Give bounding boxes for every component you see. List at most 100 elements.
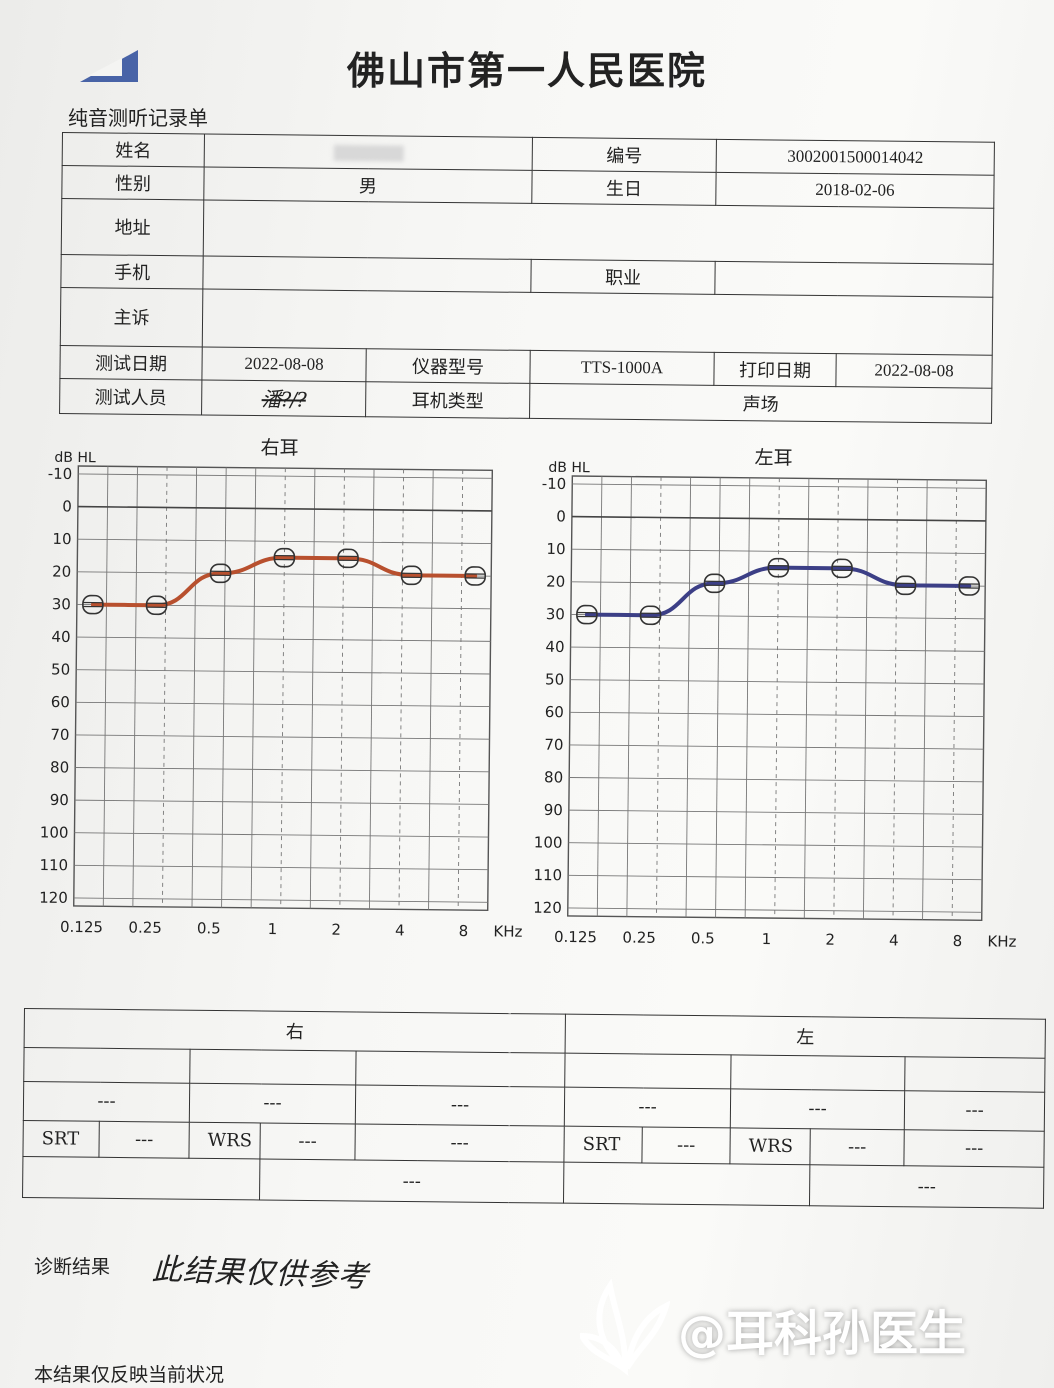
- soundfield-marker: [767, 557, 790, 578]
- x-tick-label: 0.25: [622, 929, 656, 947]
- hospital-name: 佛山市第一人民医院: [346, 49, 707, 93]
- print-date-label: 打印日期: [713, 352, 837, 387]
- h-gridline: [571, 548, 986, 554]
- v-gridline: [161, 466, 168, 907]
- y-tick-label: 10: [546, 540, 565, 558]
- soundfield-marker: [464, 566, 487, 586]
- birth-value: 2018-02-06: [715, 172, 995, 209]
- soundfield-marker: [576, 604, 598, 625]
- v-gridline: [685, 477, 692, 918]
- y-tick-label: -10: [542, 475, 567, 493]
- y-tick-label: 30: [546, 605, 565, 623]
- sex-label: 性别: [61, 165, 205, 201]
- left-ear-audiogram: -10 0 10 20 30 40 50 60 70 80 90 100 110 120 0.125 0.25…: [533, 447, 1017, 951]
- x-tick-label: 0.125: [554, 928, 597, 946]
- right-cell-c: [355, 1050, 566, 1088]
- right-bottom-b: ---: [259, 1159, 565, 1204]
- x-tick-label: 4: [395, 921, 405, 939]
- phone-label: 手机: [60, 254, 204, 289]
- soundfield-marker: [400, 565, 423, 586]
- soundfield-marker: [703, 573, 726, 594]
- device-label: 仪器型号: [365, 348, 531, 384]
- v-gridline: [428, 469, 434, 910]
- y-tick-label: 120: [39, 889, 68, 907]
- right-value-a: ---: [23, 1081, 190, 1123]
- y-tick-label: 60: [545, 703, 564, 721]
- diagnosis-label: 诊断结果: [34, 1256, 111, 1278]
- y-tick-label: 0: [556, 507, 566, 525]
- left-cell-b: [730, 1054, 906, 1091]
- h-gridline: [75, 767, 490, 773]
- address-label: 地址: [61, 198, 204, 256]
- soundfield-marker: [82, 594, 104, 615]
- y-tick-label: 100: [40, 823, 69, 841]
- v-gridline: [457, 470, 464, 910]
- v-gridline: [892, 479, 899, 920]
- right-value-b: ---: [189, 1083, 356, 1124]
- id-label: 编号: [532, 137, 717, 173]
- test-date-label: 测试日期: [59, 345, 203, 380]
- soundfield-marker: [639, 605, 662, 626]
- y-tick-label: 20: [52, 563, 71, 581]
- left-bottom-a: [563, 1162, 810, 1206]
- right-value-c: ---: [355, 1085, 565, 1126]
- chart-title: 右耳: [260, 437, 298, 459]
- y-tick-label: 70: [50, 726, 69, 744]
- tester-label: 测试人员: [59, 378, 202, 415]
- marker-box: [464, 566, 487, 586]
- marker-box: [831, 558, 853, 579]
- complaint-label: 主诉: [60, 287, 203, 347]
- marker-box: [273, 547, 296, 568]
- threshold-line: [90, 555, 478, 608]
- x-tick-label: 0.125: [60, 918, 103, 936]
- v-gridline: [221, 467, 227, 908]
- h-gridline: [74, 799, 489, 805]
- h-gridline: [568, 809, 983, 815]
- left-value-b: ---: [730, 1089, 905, 1130]
- address-value: [203, 200, 994, 265]
- chart-plot-group: -10 0 10 20 30 40 50 60 70 80 90 100 110 120 0.125 0.25…: [533, 447, 1017, 951]
- y-axis-label: dB HL: [54, 450, 96, 466]
- v-gridline: [368, 469, 375, 910]
- y-tick-label: 10: [52, 530, 71, 548]
- v-gridline: [596, 476, 603, 917]
- job-label: 职业: [530, 259, 716, 295]
- v-gridline: [862, 479, 869, 920]
- left-cell-c: [904, 1056, 1046, 1093]
- v-gridline: [398, 469, 405, 910]
- marker-box: [703, 573, 726, 594]
- marker-box: [894, 575, 917, 596]
- v-gridline: [744, 477, 751, 918]
- speech-results-table: 右 左 --- --- --- --- --- --- SRT --- WRS …: [22, 1008, 1046, 1209]
- threshold-line: [584, 565, 972, 618]
- soundfield-marker: [831, 558, 853, 579]
- phone-value: [202, 255, 532, 293]
- y-tick-label: 70: [544, 736, 563, 754]
- x-tick-label: 2: [825, 931, 835, 949]
- device-value: TTS-1000A: [529, 350, 715, 386]
- y-tick-label: 80: [50, 758, 69, 776]
- birth-label: 生日: [531, 170, 717, 206]
- x-tick-label: 8: [459, 922, 469, 940]
- v-gridline: [280, 468, 286, 909]
- y-tick-label: 90: [544, 801, 563, 819]
- y-tick-label: 50: [51, 660, 70, 678]
- h-gridline: [75, 701, 490, 708]
- h-gridline: [76, 636, 491, 642]
- x-axis-unit: KHz: [987, 932, 1016, 950]
- complaint-value: [202, 288, 993, 356]
- v-gridline: [191, 467, 198, 908]
- print-date-value: 2022-08-08: [835, 353, 993, 389]
- left-value-c: ---: [904, 1090, 1045, 1131]
- h-gridline: [570, 646, 985, 652]
- y-tick-label: 80: [544, 768, 563, 786]
- x-tick-label: 4: [889, 931, 899, 949]
- h-gridline: [568, 874, 983, 881]
- marker-box: [576, 604, 598, 625]
- chart-title: 左耳: [754, 447, 792, 469]
- soundfield-marker: [209, 563, 232, 584]
- v-gridline: [715, 477, 721, 918]
- left-srt-label: SRT: [564, 1125, 643, 1164]
- right-wrs-value: ---: [259, 1122, 356, 1161]
